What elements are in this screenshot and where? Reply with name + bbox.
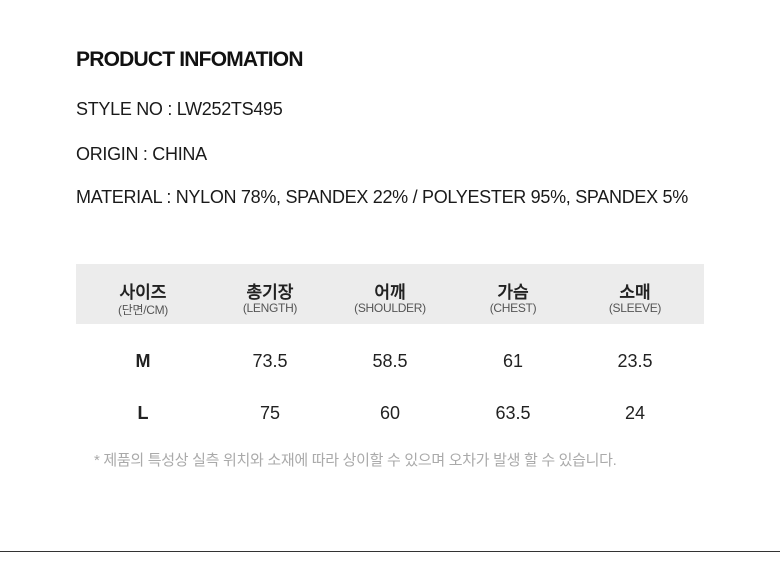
cell-shoulder: 58.5 xyxy=(372,351,408,371)
cell-shoulder: 60 xyxy=(379,403,401,423)
cell-sleeve: 24 xyxy=(624,403,646,423)
header-chest-sub: (CHEST) xyxy=(489,301,537,315)
cell-length: 75 xyxy=(259,403,281,423)
measurement-note: * 제품의 특성상 실측 위치와 소재에 따라 상이할 수 있으며 오차가 발생… xyxy=(94,452,617,469)
size-table: 사이즈 (단면/CM) 총기장 (LENGTH) 어깨 (SHOULDER) 가… xyxy=(76,264,704,423)
cell-size: M xyxy=(135,351,151,371)
header-sleeve: 소매 xyxy=(619,283,651,302)
header-shoulder-sub: (SHOULDER) xyxy=(354,301,426,315)
material: MATERIAL : NYLON 78%, SPANDEX 22% / POLY… xyxy=(76,187,688,207)
header-chest: 가슴 xyxy=(497,283,529,302)
table-row: M 73.5 58.5 61 23.5 xyxy=(76,351,704,381)
header-shoulder: 어깨 xyxy=(374,283,406,302)
header-sleeve-sub: (SLEEVE) xyxy=(608,301,662,315)
divider xyxy=(0,551,780,552)
cell-size: L xyxy=(137,403,149,423)
style-number: STYLE NO : LW252TS495 xyxy=(76,99,283,119)
header-size-sub: (단면/CM) xyxy=(118,303,168,317)
header-length: 총기장 xyxy=(246,283,294,302)
size-table-header: 사이즈 (단면/CM) 총기장 (LENGTH) 어깨 (SHOULDER) 가… xyxy=(76,264,704,324)
cell-sleeve: 23.5 xyxy=(617,351,653,371)
cell-length: 73.5 xyxy=(252,351,288,371)
section-title: PRODUCT INFOMATION xyxy=(76,48,304,71)
cell-chest: 61 xyxy=(502,351,524,371)
cell-chest: 63.5 xyxy=(495,403,531,423)
header-length-sub: (LENGTH) xyxy=(242,301,298,315)
header-size: 사이즈 xyxy=(119,283,167,302)
origin: ORIGIN : CHINA xyxy=(76,144,207,164)
table-row: L 75 60 63.5 24 xyxy=(76,403,704,433)
